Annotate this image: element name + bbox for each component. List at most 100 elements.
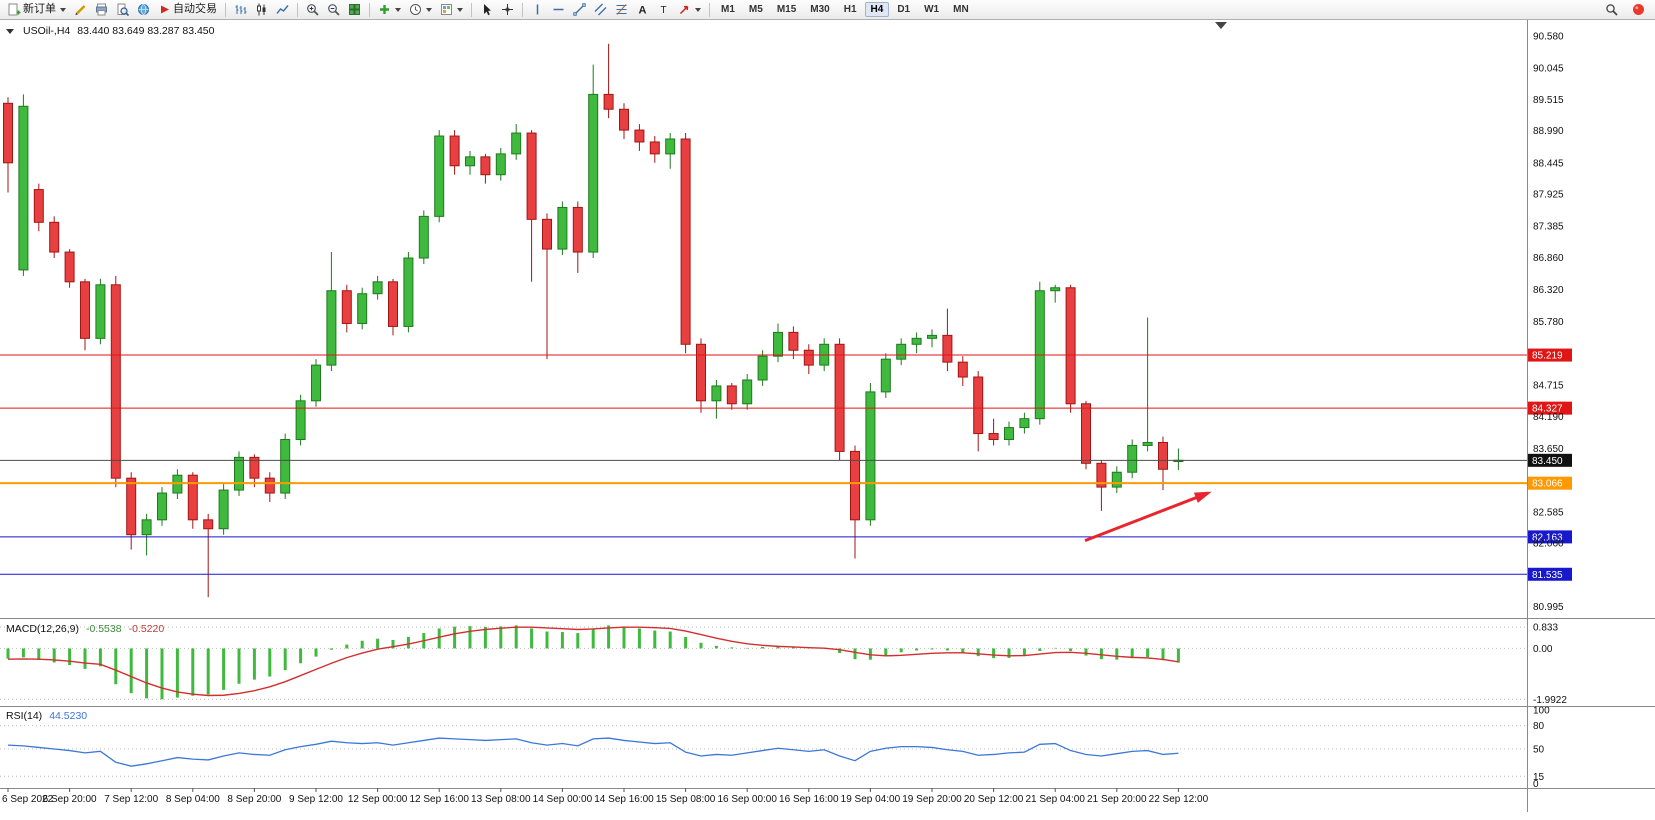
candle	[773, 323, 783, 363]
candle	[465, 150, 475, 175]
text-button[interactable]: A	[633, 0, 652, 19]
candle	[3, 97, 13, 193]
candle	[157, 487, 167, 526]
print-button[interactable]	[92, 0, 111, 19]
cursor-button[interactable]	[477, 0, 496, 19]
printer-icon	[96, 3, 107, 16]
timeframe-M15[interactable]: M15	[776, 4, 797, 15]
candle	[264, 472, 275, 502]
periods-button[interactable]	[406, 0, 435, 19]
arrows-button[interactable]	[675, 0, 704, 19]
rsi-axis-label: 50	[1533, 745, 1545, 756]
y-axis-label: 80.995	[1533, 602, 1564, 613]
timeframe-W1[interactable]: W1	[924, 4, 940, 15]
y-axis-label: 90.045	[1533, 63, 1564, 74]
vertical-line-button[interactable]	[528, 0, 547, 19]
chart-symbol-period: USOil-,H4	[23, 25, 71, 37]
timeframe-M30[interactable]: M30	[810, 4, 830, 15]
candle	[711, 379, 722, 419]
candle	[326, 252, 337, 372]
x-axis-label: 16 Sep 16:00	[779, 794, 839, 805]
community-button[interactable]	[134, 0, 153, 19]
metaeditor-button[interactable]	[71, 0, 90, 19]
indicators-button[interactable]	[375, 0, 404, 19]
candle	[357, 287, 368, 330]
macd-signal-line	[7, 626, 1179, 697]
templates-icon	[441, 4, 452, 15]
crosshair-button[interactable]	[498, 0, 517, 19]
autotrading-button[interactable]: 自动交易	[155, 0, 220, 19]
x-axis-label: 19 Sep 20:00	[902, 794, 962, 805]
timeframe-M5[interactable]: M5	[748, 4, 763, 15]
candle	[619, 103, 629, 140]
price-axis[interactable]: 90.580 90.045 89.515 88.990 88.445 87.925 87.3…	[1533, 32, 1567, 790]
candle	[588, 64, 599, 259]
indicator-level-lines	[0, 626, 1527, 777]
label-button[interactable]: T	[654, 0, 673, 19]
zoom-out-icon	[328, 4, 340, 16]
rsi-line	[7, 737, 1179, 767]
candle	[341, 284, 352, 333]
alert-badge[interactable]	[1629, 0, 1648, 19]
candlestick-chart-button[interactable]	[252, 0, 271, 19]
candle	[64, 249, 75, 288]
timeframe-M1[interactable]: M1	[721, 4, 735, 15]
chevron-down-icon	[426, 7, 432, 12]
y-axis-label: 82.060	[1533, 539, 1564, 550]
y-axis-label: 88.990	[1533, 126, 1564, 137]
timeframe-H1[interactable]: H1	[843, 4, 857, 15]
zoom-out-button[interactable]	[324, 0, 343, 19]
trendline-button[interactable]	[570, 0, 589, 19]
main-toolbar: 新订单 自动交易 A T M1 M5 M15 M30 H1 H4 D1 W1 MN	[0, 0, 1655, 20]
candle	[495, 147, 506, 181]
one-click-trading-toggle[interactable]	[6, 28, 14, 34]
channel-button[interactable]	[591, 0, 610, 19]
text-icon: A	[639, 5, 647, 17]
y-axis-label: 90.580	[1533, 32, 1564, 43]
print-preview-icon	[117, 3, 129, 16]
resistance-line-2-badge	[1528, 401, 1572, 415]
candle	[1111, 466, 1122, 494]
chevron-down-icon	[60, 7, 66, 12]
candle	[788, 326, 799, 360]
chevron-down-icon	[457, 7, 463, 12]
support-line-blue-1-badge-label: 82.163	[1532, 532, 1563, 543]
support-line-blue-2-badge-label: 81.535	[1532, 570, 1563, 581]
tile-windows-button[interactable]	[345, 0, 364, 19]
timeframe-D1[interactable]: D1	[897, 4, 911, 15]
zoom-in-button[interactable]	[303, 0, 322, 19]
templates-button[interactable]	[437, 0, 466, 19]
bid-price-line-badge-label: 83.450	[1532, 456, 1563, 467]
line-chart-button[interactable]	[273, 0, 292, 19]
candle	[187, 472, 198, 529]
candle	[988, 418, 999, 446]
x-axis-label: 19 Sep 04:00	[841, 794, 901, 805]
chevron-down-icon	[395, 7, 401, 12]
search-button[interactable]	[1602, 0, 1621, 19]
y-axis-label: 87.385	[1533, 222, 1564, 233]
y-axis-label: 83.650	[1533, 444, 1564, 455]
x-axis-label: 21 Sep 20:00	[1087, 794, 1147, 805]
candle	[1158, 436, 1168, 491]
new-order-button-label: 新订单	[23, 3, 56, 15]
new-order-button[interactable]: 新订单	[5, 0, 69, 19]
y-axis-label: 85.780	[1533, 317, 1564, 328]
candle	[696, 338, 706, 413]
candle	[218, 484, 229, 535]
candle	[203, 513, 214, 598]
timeframe-H4[interactable]: H4	[864, 2, 890, 17]
trend-arrow-annotation[interactable]	[1084, 491, 1212, 543]
resistance-line-2-badge-label: 84.327	[1532, 404, 1563, 415]
print-preview-button[interactable]	[113, 0, 132, 19]
bar-chart-button[interactable]	[231, 0, 250, 19]
label-icon: T	[660, 5, 666, 16]
horizontal-line-button[interactable]	[549, 0, 568, 19]
fibonacci-button[interactable]	[612, 0, 631, 19]
support-line-orange-badge	[1528, 476, 1572, 490]
timeframe-MN[interactable]: MN	[953, 4, 969, 15]
rsi-axis-label: 80	[1533, 721, 1545, 732]
chart-shift-marker[interactable]	[1215, 22, 1227, 29]
candle	[480, 153, 491, 184]
candle	[1142, 317, 1153, 452]
